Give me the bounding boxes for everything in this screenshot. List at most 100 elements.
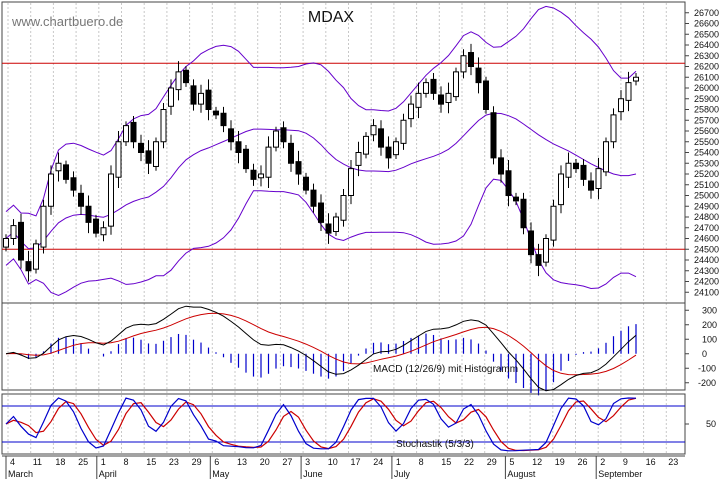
y-tick-label: 300 [702, 305, 717, 315]
candle-body [258, 173, 264, 179]
x-tick-label: 16 [646, 457, 656, 467]
x-tick-label: 15 [146, 457, 156, 467]
stochastik-label: Stochastik (5/3/3) [396, 439, 474, 450]
candle-body [48, 173, 54, 207]
candle-body [333, 216, 339, 233]
candle-body [460, 55, 467, 73]
x-tick-label: 8 [124, 457, 129, 467]
y-tick-label: 200 [702, 320, 717, 330]
candle-body [153, 141, 159, 167]
y-tick-label: 24100 [694, 287, 719, 297]
candle-body [160, 109, 167, 143]
month-label: September [598, 469, 642, 479]
macd-axis: 300 200 100 0 -100 -200 [685, 305, 717, 388]
candle-body [175, 71, 182, 91]
candle-body [138, 142, 144, 154]
y-tick-label: 24400 [694, 255, 719, 265]
candle-body [235, 141, 242, 153]
candle-body [25, 261, 32, 272]
candle-body [453, 71, 459, 98]
candle-body [430, 78, 437, 94]
macd-panel: 300 200 100 0 -100 -200 [1, 302, 717, 396]
y-tick-label: 25000 [694, 191, 719, 201]
candle-body [633, 76, 639, 82]
y-tick-label: -100 [698, 363, 716, 373]
candle-body [10, 225, 17, 240]
candle-body [543, 238, 549, 263]
candle-body [535, 254, 542, 266]
x-tick-label: 24 [373, 457, 383, 467]
candle-body [115, 141, 122, 178]
stochastik-panel: 50 [1, 393, 716, 455]
y-tick-label: 25800 [694, 105, 719, 115]
x-tick-label: 17 [351, 457, 361, 467]
y-tick-label: 25700 [694, 115, 719, 125]
stochastik-axis: 50 [685, 419, 716, 429]
date-axis: 4 11 18 25 1 8 15 23 29 6 13 20 27 3 10 17 24 1 8 15 22 29 5 12… [2, 455, 685, 479]
candle-body [520, 198, 527, 229]
candle-body [100, 227, 107, 236]
candle-body [385, 146, 392, 159]
candle-body [190, 85, 197, 105]
y-tick-label: 24600 [694, 234, 719, 244]
x-tick-label: 19 [555, 457, 565, 467]
x-tick-label: 23 [668, 457, 678, 467]
y-tick-label: 26500 [694, 29, 719, 39]
candle-body [205, 89, 212, 111]
x-tick-label: 11 [33, 457, 42, 467]
candle-body [490, 112, 497, 159]
candle-body [505, 170, 512, 196]
x-tick-label: 20 [260, 457, 270, 467]
candle-body [438, 94, 444, 105]
candle-body [475, 67, 482, 84]
candle-body [303, 176, 309, 191]
x-tick-label: 4 [10, 457, 15, 467]
candle-body [250, 169, 257, 180]
x-tick-label: 1 [396, 457, 401, 467]
y-tick-label: 25200 [694, 169, 719, 179]
candle-body [573, 162, 579, 170]
candle-body [498, 157, 504, 175]
candle-body [93, 218, 99, 234]
candle-body [145, 150, 152, 164]
candle-body [408, 103, 414, 120]
y-tick-label: 24200 [694, 277, 719, 287]
y-tick-label: 25300 [694, 158, 719, 168]
x-tick-label: 5 [509, 457, 514, 467]
y-tick-label: 24800 [694, 212, 719, 222]
candle-body [558, 173, 564, 206]
y-tick-label: -200 [698, 378, 716, 388]
candle-body [550, 205, 557, 241]
candle-body [108, 173, 114, 227]
month-label: August [507, 469, 536, 479]
y-tick-label: 24500 [694, 244, 719, 254]
candle-body [33, 243, 39, 270]
y-tick-label: 0 [702, 349, 707, 359]
candle-body [588, 180, 594, 191]
y-tick-label: 24300 [694, 266, 719, 276]
candle-body [400, 119, 407, 144]
candle-body [603, 141, 609, 173]
candle-body [168, 87, 174, 107]
x-tick-label: 3 [305, 457, 310, 467]
y-tick-label: 24700 [694, 223, 719, 233]
macd-panel-frame [1, 302, 686, 391]
y-tick-label: 26200 [694, 62, 719, 72]
candle-body [468, 52, 474, 68]
candle-body [40, 205, 47, 248]
y-tick-label: 26300 [694, 51, 719, 61]
candle-body [265, 146, 272, 178]
candle-body [595, 168, 602, 190]
y-tick-label: 25500 [694, 137, 719, 147]
candle-body [393, 141, 399, 156]
y-tick-label: 25900 [694, 94, 719, 104]
candle-body [55, 162, 62, 172]
candle-body [318, 202, 324, 223]
x-tick-label: 6 [214, 457, 219, 467]
candle-body [325, 223, 332, 234]
candle-body [618, 98, 624, 113]
candle-body [18, 221, 24, 261]
candle-body [378, 128, 384, 148]
candle-body [280, 127, 287, 143]
x-tick-label: 12 [532, 457, 542, 467]
